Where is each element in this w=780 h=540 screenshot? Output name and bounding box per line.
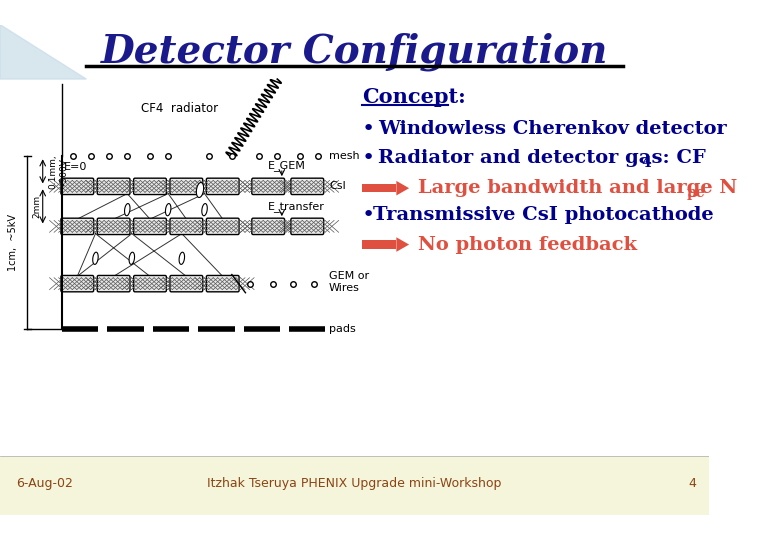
Text: GEM or: GEM or: [329, 272, 369, 281]
FancyBboxPatch shape: [133, 218, 166, 234]
Text: •: •: [362, 119, 375, 139]
Text: CsI: CsI: [329, 181, 346, 191]
Polygon shape: [93, 252, 98, 265]
FancyBboxPatch shape: [61, 275, 94, 292]
Polygon shape: [0, 24, 87, 79]
FancyBboxPatch shape: [61, 218, 94, 234]
Polygon shape: [125, 204, 130, 216]
FancyBboxPatch shape: [133, 275, 166, 292]
Polygon shape: [202, 204, 207, 216]
Polygon shape: [396, 181, 409, 195]
Text: E_transfer: E_transfer: [268, 201, 325, 212]
Text: CF4  radiator: CF4 radiator: [141, 102, 218, 114]
Text: 4: 4: [642, 156, 651, 170]
Polygon shape: [197, 183, 204, 198]
FancyBboxPatch shape: [98, 178, 130, 194]
Text: 6-Aug-02: 6-Aug-02: [16, 477, 73, 490]
Polygon shape: [129, 252, 134, 265]
Text: •: •: [362, 205, 375, 226]
Text: Transmissive CsI photocathode: Transmissive CsI photocathode: [373, 206, 714, 225]
Text: Wires: Wires: [329, 283, 360, 293]
FancyBboxPatch shape: [207, 218, 239, 234]
Text: pe: pe: [686, 186, 705, 200]
Text: 4: 4: [689, 477, 697, 490]
Polygon shape: [396, 237, 409, 252]
FancyBboxPatch shape: [0, 456, 709, 516]
Text: Large bandwidth and large N: Large bandwidth and large N: [418, 179, 737, 197]
FancyBboxPatch shape: [252, 178, 285, 194]
Text: E=0: E=0: [64, 162, 87, 172]
Text: No photon feedback: No photon feedback: [418, 235, 637, 254]
Text: Windowless Cherenkov detector: Windowless Cherenkov detector: [378, 120, 727, 138]
Text: Itzhak Tseruya PHENIX Upgrade mini-Workshop: Itzhak Tseruya PHENIX Upgrade mini-Works…: [207, 477, 502, 490]
FancyBboxPatch shape: [362, 240, 396, 248]
FancyBboxPatch shape: [170, 178, 203, 194]
Text: •: •: [362, 148, 375, 168]
FancyBboxPatch shape: [207, 275, 239, 292]
FancyBboxPatch shape: [207, 178, 239, 194]
Polygon shape: [165, 204, 171, 216]
Polygon shape: [179, 252, 185, 265]
Text: mesh: mesh: [329, 151, 360, 161]
FancyBboxPatch shape: [291, 178, 324, 194]
Text: pads: pads: [329, 324, 356, 334]
FancyBboxPatch shape: [170, 218, 203, 234]
Text: Detector Configuration: Detector Configuration: [101, 32, 608, 71]
Text: E_GEM: E_GEM: [268, 160, 306, 171]
Text: Concept:: Concept:: [362, 87, 466, 107]
FancyBboxPatch shape: [170, 275, 203, 292]
FancyBboxPatch shape: [291, 218, 324, 234]
Text: 0.1mm,
~500V: 0.1mm, ~500V: [48, 154, 68, 188]
FancyBboxPatch shape: [61, 178, 94, 194]
FancyBboxPatch shape: [133, 178, 166, 194]
Text: 1cm,  ~5kV: 1cm, ~5kV: [8, 214, 18, 271]
FancyBboxPatch shape: [252, 218, 285, 234]
Text: Radiator and detector gas: CF: Radiator and detector gas: CF: [378, 149, 706, 167]
FancyBboxPatch shape: [98, 218, 130, 234]
FancyBboxPatch shape: [98, 275, 130, 292]
Text: 2mm: 2mm: [32, 195, 41, 218]
FancyBboxPatch shape: [362, 184, 396, 192]
